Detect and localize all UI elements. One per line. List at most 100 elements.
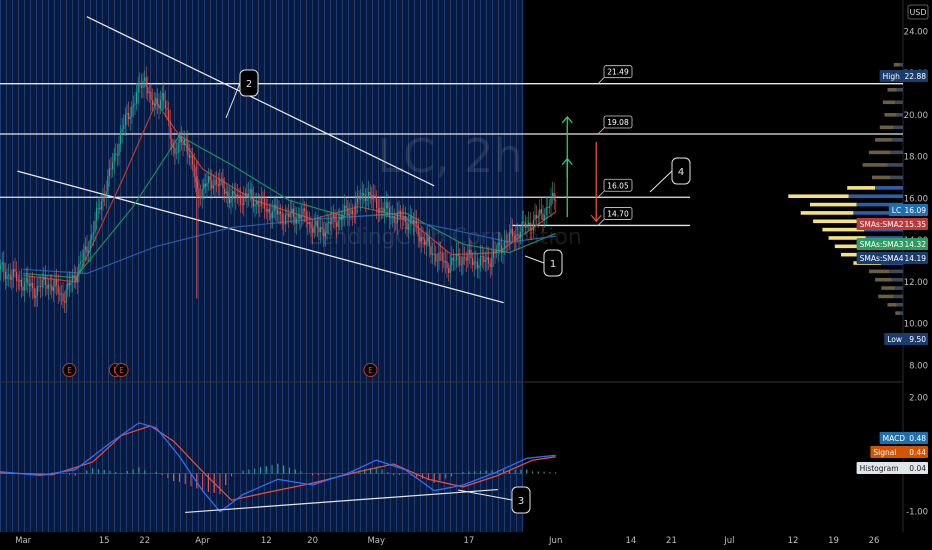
candle-body-72 <box>115 153 117 155</box>
candle-body-222 <box>355 202 357 215</box>
horizontal-levels: 21.49 19.08 16.05 14.70 <box>0 65 903 227</box>
candle-body-200 <box>320 227 322 233</box>
candle-body-16 <box>25 277 27 283</box>
candle-body-50 <box>80 262 82 264</box>
candle-body-301 <box>481 256 483 257</box>
volume-profile-row-up-3 <box>895 100 903 105</box>
candle-body-11 <box>17 280 19 282</box>
time-axis-band <box>0 532 932 550</box>
candle-body-293 <box>468 249 470 255</box>
candle-body-193 <box>308 222 310 225</box>
volume-profile-row-up-25 <box>899 311 903 315</box>
candle-body-255 <box>408 223 410 230</box>
candle-body-130 <box>208 176 210 184</box>
candle-body-247 <box>395 222 397 224</box>
candle-body-79 <box>126 112 128 115</box>
candle-body-63 <box>100 201 102 210</box>
candle-body-89 <box>142 80 144 88</box>
candle-body-249 <box>398 210 400 214</box>
candle-body-280 <box>448 268 450 274</box>
volume-profile-row-23 <box>878 294 894 299</box>
candle-body-154 <box>246 193 248 197</box>
candle-body-105 <box>168 109 170 121</box>
time-axis[interactable]: Mar 15 22 Apr 12 20 May 17 Jun 14 21 Jul 12 19 26 <box>0 532 932 550</box>
candle-body-325 <box>520 231 522 239</box>
candle-body-138 <box>220 178 222 180</box>
level-label-box-0 <box>603 65 633 79</box>
candle-body-342 <box>547 207 549 208</box>
candle-body-55 <box>88 251 90 253</box>
candle-body-341 <box>545 207 547 216</box>
candle-body-121 <box>193 164 195 178</box>
candle-body-101 <box>161 92 163 100</box>
candle-body-343 <box>548 206 550 208</box>
candle-body-41 <box>65 289 67 303</box>
price-tag-value-1: 16.09 <box>905 206 927 215</box>
candle-body-344 <box>550 196 552 207</box>
volume-profile-row-3 <box>882 100 896 105</box>
volume-profile-row-2 <box>887 87 897 92</box>
candle-body-70 <box>112 162 114 170</box>
candle-body-34 <box>54 279 56 287</box>
candle-body-37 <box>59 293 61 295</box>
candle-body-49 <box>78 263 80 275</box>
candle-body-259 <box>414 220 416 224</box>
macd-tag-bg-1 <box>870 446 928 458</box>
earnings-marker-2 <box>114 363 129 377</box>
candle-body-331 <box>529 222 531 230</box>
candle-body-322 <box>515 234 517 240</box>
candle-body-196 <box>313 225 315 233</box>
candle-body-156 <box>249 189 251 194</box>
candle-body-272 <box>435 253 437 262</box>
candle-body-175 <box>280 211 282 214</box>
candle-body-238 <box>380 207 382 209</box>
callout-leader-0 <box>524 255 545 264</box>
candle-body-177 <box>283 223 285 225</box>
candle-body-237 <box>379 207 381 214</box>
candle-body-295 <box>472 258 474 265</box>
candle-body-47 <box>75 277 77 283</box>
candle-body-22 <box>35 295 37 298</box>
candle-body-88 <box>140 85 142 88</box>
candle-body-51 <box>81 259 83 263</box>
volume-profile-row-up-10 <box>875 186 903 190</box>
candle-body-324 <box>518 234 520 239</box>
candle-body-38 <box>60 293 62 295</box>
trendline-1 <box>17 170 504 304</box>
macd-panel <box>0 422 557 514</box>
candle-body-251 <box>401 217 403 220</box>
candle-body-133 <box>212 185 214 189</box>
macd-tick-0: 2.00 <box>909 393 928 403</box>
macd-trendline <box>185 488 498 514</box>
candle-body-151 <box>241 203 243 206</box>
candle-body-9 <box>14 268 16 272</box>
candle-body-266 <box>425 241 427 245</box>
volume-profile-row-up-22 <box>895 286 903 290</box>
candle-body-240 <box>384 208 386 213</box>
price-tag-label-4: SMAs:SMA4 <box>860 254 904 263</box>
volume-profile-row-up-23 <box>893 294 903 299</box>
candle-body-103 <box>164 101 166 109</box>
candle-body-216 <box>345 205 347 208</box>
candle-body-309 <box>494 250 496 253</box>
candle-body-35 <box>56 279 58 285</box>
candle-body-188 <box>300 215 302 219</box>
candle-body-245 <box>392 215 394 217</box>
candle-body-18 <box>28 283 30 287</box>
candle-body-111 <box>177 142 179 154</box>
candle-body-14 <box>22 286 24 291</box>
candle-body-190 <box>304 208 306 212</box>
volume-profile-row-12 <box>810 202 857 207</box>
candle-body-113 <box>180 136 182 143</box>
volume-profile-row-6 <box>875 138 893 142</box>
candle-body-337 <box>539 209 541 216</box>
volume-profile-row-16 <box>828 236 866 240</box>
candle-body-69 <box>110 168 112 170</box>
candle-body-278 <box>444 261 446 263</box>
candle-body-146 <box>233 191 235 194</box>
candle-body-21 <box>33 288 35 298</box>
price-tag-bg-3 <box>856 238 928 250</box>
earnings-marker-label-2: E <box>119 366 124 375</box>
volume-profile-row-10 <box>847 186 876 190</box>
